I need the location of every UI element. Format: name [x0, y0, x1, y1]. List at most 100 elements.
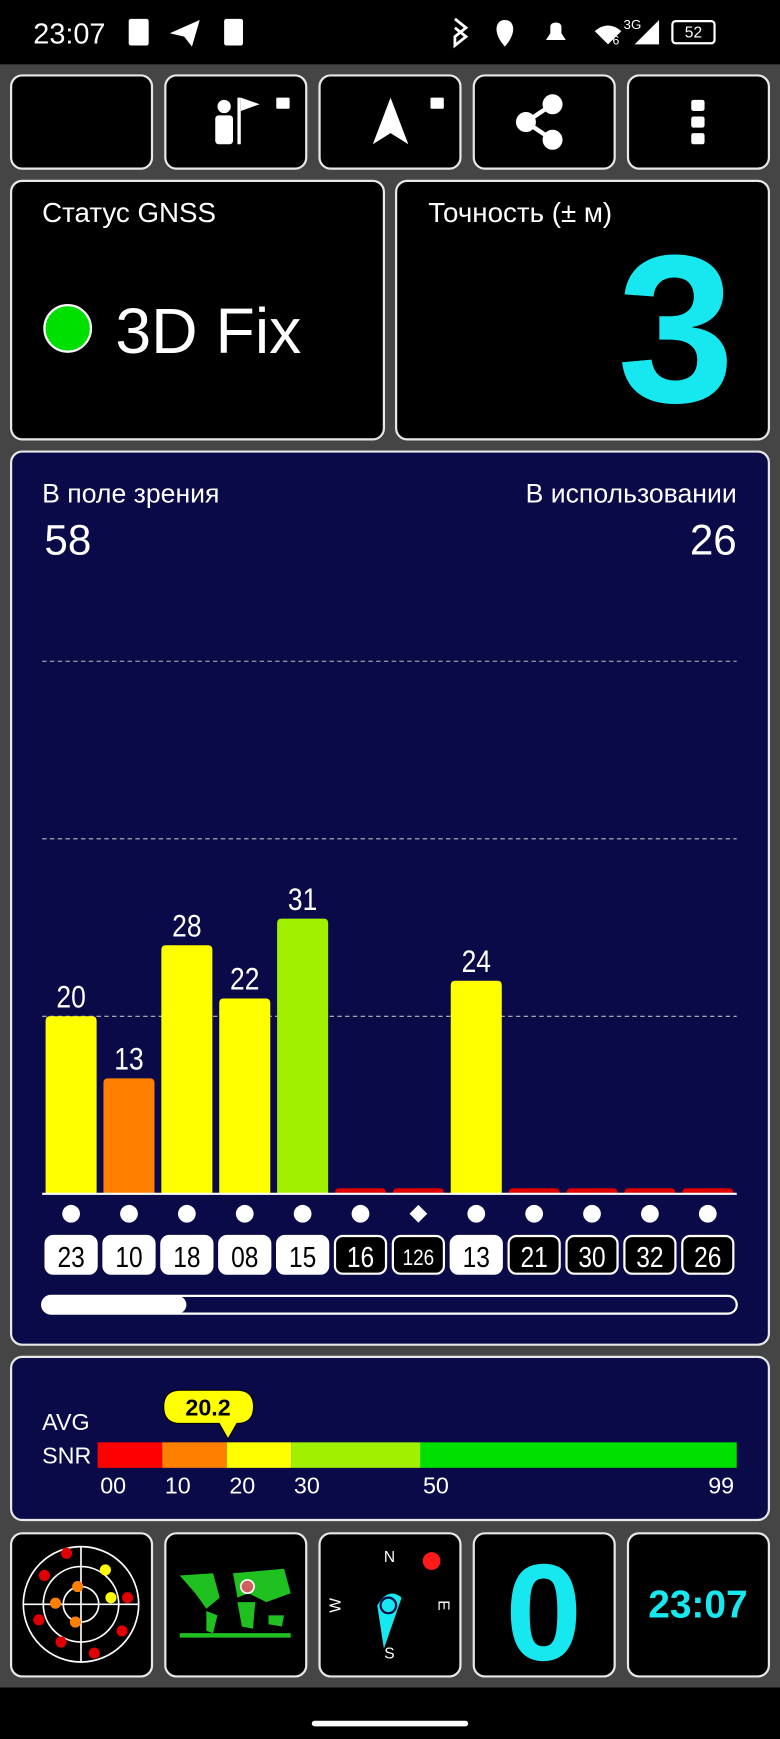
constellation-marker: [409, 1204, 428, 1223]
value-label: 13: [114, 1043, 143, 1077]
bar: [682, 1188, 734, 1194]
bar: [566, 1188, 618, 1194]
world-map-icon: [179, 1568, 291, 1638]
in-use-value: 26: [690, 517, 737, 564]
compass-w: W: [328, 1598, 345, 1613]
navigation-bar: [0, 1687, 780, 1739]
satellite-id-box: [44, 1234, 98, 1275]
bar: [334, 1188, 387, 1194]
bar: [508, 1188, 560, 1194]
scroll-thumb[interactable]: [42, 1295, 187, 1314]
satellite-id-box: [275, 1234, 330, 1275]
constellation-marker: [177, 1204, 196, 1223]
snr-band: [291, 1442, 421, 1468]
satellite-id-box: [681, 1234, 735, 1275]
snr-tick-label: 99: [708, 1472, 734, 1498]
snr-band: [162, 1442, 227, 1468]
wifi-icon: [594, 25, 622, 45]
in-view-label: В поле зрения: [42, 479, 219, 509]
compass-icon: N E S W: [328, 1549, 452, 1663]
map-button[interactable]: [164, 1532, 308, 1678]
constellation-marker: [698, 1204, 717, 1223]
snr-band: [420, 1442, 737, 1468]
bar: [277, 918, 329, 1194]
accuracy-label: Точность (± м): [428, 197, 612, 228]
sim-icon-2: [224, 18, 243, 46]
satellite-id: 21: [521, 1241, 548, 1273]
satellite-id-box: [102, 1234, 156, 1275]
toolbar: [9, 74, 771, 170]
telegram-icon: [169, 19, 200, 47]
home-indicator[interactable]: [311, 1720, 469, 1727]
fix-indicator: [43, 303, 93, 353]
avg-value: 20.2: [185, 1395, 230, 1421]
constellation-marker: [525, 1204, 544, 1223]
status-icons: [128, 17, 716, 49]
clock-value: 23:07: [648, 1584, 747, 1627]
battery-icon: [671, 19, 716, 45]
satellite-id-box: [391, 1234, 446, 1275]
gnss-status-value: 3D Fix: [115, 295, 301, 367]
bar: [624, 1188, 676, 1194]
satellite-id-box: [565, 1234, 619, 1275]
arrow-icon: [372, 97, 409, 145]
snr-label: SNR: [42, 1442, 91, 1468]
satellite-id: 08: [231, 1241, 258, 1273]
constellation-marker: [583, 1204, 601, 1223]
value-label: 24: [462, 945, 491, 979]
status-bar: [0, 0, 780, 65]
share-button[interactable]: [472, 74, 616, 170]
in-use-label: В использовании: [526, 479, 737, 509]
mute-icon: [545, 22, 566, 40]
night-mode-button[interactable]: [9, 74, 154, 170]
bar: [450, 980, 502, 1194]
snr-chart: 20 23 13 10 28 18 22 08 31 15 16 126 24 13 21 30 32 26: [42, 660, 737, 1275]
constellation-marker: [235, 1204, 254, 1223]
signal-sub: 6: [612, 33, 619, 47]
value-label: 20: [56, 980, 85, 1014]
snr-tick-label: 00: [100, 1472, 126, 1498]
bar: [103, 1078, 155, 1194]
satellite-id: 126: [403, 1245, 434, 1270]
speed-value: 0: [505, 1536, 582, 1690]
person-flag-icon: [215, 97, 290, 145]
constellation-marker: [62, 1204, 80, 1223]
signal-icon: [634, 19, 660, 45]
satellite-id-box: [507, 1234, 561, 1275]
bar: [45, 1016, 97, 1194]
location-icon: [496, 19, 514, 47]
compass-s: S: [384, 1646, 394, 1663]
constellation-marker: [641, 1204, 659, 1223]
snr-tick-label: 30: [294, 1472, 320, 1498]
battery-level: 52: [685, 25, 702, 42]
satellite-id: 16: [347, 1241, 374, 1273]
constellation-marker: [120, 1204, 138, 1223]
satellite-id-box: [160, 1234, 214, 1275]
satellite-id: 32: [636, 1241, 663, 1273]
in-view-value: 58: [44, 517, 91, 564]
constellation-marker: [351, 1204, 370, 1223]
satellite-id-box: [218, 1234, 272, 1275]
bar: [161, 945, 213, 1194]
compass-n: N: [384, 1549, 395, 1566]
waypoint-button[interactable]: [164, 74, 308, 170]
speed-card: [472, 1532, 616, 1678]
accuracy-card: [394, 179, 771, 441]
satellite-id: 26: [694, 1241, 721, 1273]
avg-label: AVG: [42, 1409, 89, 1435]
lock-icon: [430, 97, 444, 109]
bar: [392, 1188, 444, 1194]
compass-e: E: [434, 1600, 451, 1610]
satellite-id: 18: [173, 1241, 200, 1273]
satellite-id-box: [449, 1234, 503, 1275]
satellite-id: 23: [57, 1241, 84, 1273]
satellite-id: 30: [578, 1241, 605, 1273]
snr-scale: 00 10 20 30 50 99 20.2: [97, 1389, 737, 1498]
satellite-id: 10: [115, 1241, 142, 1273]
share-icon: [515, 94, 563, 150]
value-label: 22: [230, 963, 259, 997]
gnss-status-card: [9, 179, 386, 441]
status-time: 23:07: [33, 18, 105, 50]
